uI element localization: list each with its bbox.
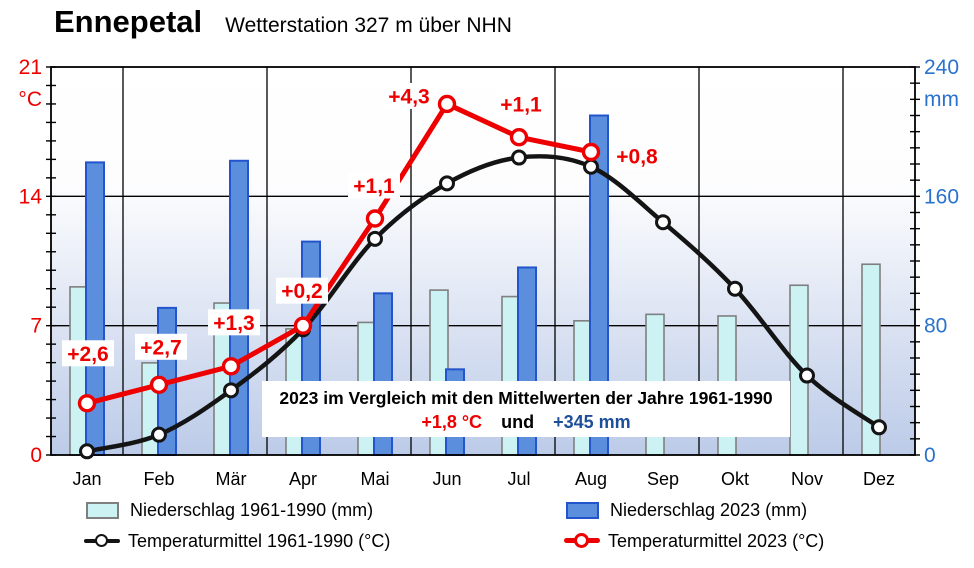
delta-annotation-label: +2,6	[67, 343, 108, 366]
left-axis-label: 14	[19, 185, 43, 208]
month-label: Aug	[575, 469, 607, 489]
temp-1961-1990-point	[871, 419, 887, 436]
temp-1961-1990-point	[799, 367, 815, 384]
temp-2023-point	[293, 316, 313, 335]
delta-annotation-label: +4,3	[388, 85, 429, 108]
month-label: Jun	[432, 469, 461, 489]
left-axis-label: 7	[30, 315, 42, 338]
month-label: Nov	[791, 469, 823, 489]
legend-item-precip-1961-1990: Niederschlag 1961-1990 (mm)	[86, 497, 373, 523]
temp-1961-1990-point	[367, 230, 383, 247]
temp-1961-1990-point	[439, 175, 455, 192]
temp-2023-line-icon	[564, 532, 600, 550]
right-axis-label: 160	[924, 185, 959, 208]
delta-annotation-box	[348, 172, 400, 199]
temp-2023-point	[149, 375, 169, 394]
delta-annotation-box	[135, 333, 187, 360]
temp-2023-point	[77, 394, 97, 413]
legend-label-temp-1961-1990: Temperaturmittel 1961-1990 (°C)	[128, 530, 391, 551]
station-subtitle: Wetterstation 327 m über NHN	[225, 14, 512, 37]
left-axis-label: 21	[19, 56, 42, 79]
precip-delta-value: +345 mm	[553, 412, 631, 432]
infobox-line2: +1,8 °C und +345 mm	[262, 412, 790, 433]
month-label: Dez	[863, 469, 895, 489]
delta-annotation-label: +0,8	[616, 145, 658, 168]
month-label: Feb	[143, 469, 174, 489]
right-axis-label: 240	[924, 56, 959, 79]
temp-2023-point	[221, 357, 241, 376]
legend-label-temp-2023: Temperaturmittel 2023 (°C)	[608, 530, 825, 551]
left-axis-label: 0	[30, 444, 42, 467]
station-title: Ennepetal	[54, 4, 203, 39]
temp-2023-point	[581, 142, 601, 162]
temp-2023-point	[365, 209, 385, 228]
precip-2023-swatch-icon	[566, 501, 599, 519]
temp-1961-1990-point	[511, 149, 527, 166]
precip-1961-1990-swatch-icon	[86, 501, 119, 519]
temp-2023-line	[84, 101, 594, 406]
delta-annotation-box	[208, 309, 260, 336]
delta-annotation-box	[383, 82, 435, 109]
temp-delta-value: +1,8 °C	[421, 412, 483, 432]
temp-1961-1990-point	[223, 382, 239, 399]
left-axis-unit: °C	[18, 88, 42, 111]
temp-1961-1990-point	[79, 443, 95, 460]
precip-2023-bar	[229, 159, 249, 456]
temp-1961-1990-point	[583, 158, 599, 175]
delta-annotation-box	[611, 142, 663, 169]
month-label: Apr	[289, 469, 317, 489]
right-axis-unit: mm	[924, 88, 959, 111]
month-label: Mai	[360, 469, 389, 489]
delta-annotation-label: +0,2	[281, 280, 322, 303]
chart-header: Ennepetal Wetterstation 327 m über NHN	[54, 4, 512, 40]
delta-annotation-label: +1,1	[353, 175, 395, 198]
right-axis-label: 80	[924, 315, 947, 338]
delta-annotation-box	[62, 340, 114, 367]
temp-1961-1990-point	[151, 426, 167, 443]
legend-item-temp-1961-1990: Temperaturmittel 1961-1990 (°C)	[84, 528, 390, 554]
temp-1961-1990-point	[727, 280, 743, 297]
legend-label-precip-2023: Niederschlag 2023 (mm)	[610, 499, 808, 520]
month-label: Sep	[647, 469, 679, 489]
month-label: Okt	[721, 469, 749, 489]
temp-2023-point	[509, 128, 529, 147]
legend-label-precip-1961-1990: Niederschlag 1961-1990 (mm)	[130, 499, 374, 520]
delta-annotation-label: +2,7	[140, 336, 181, 359]
comparison-infobox: 2023 im Vergleich mit den Mittelwerten d…	[262, 381, 790, 437]
infobox-conjunction: und	[501, 412, 535, 432]
temp-1961-1990-point	[655, 214, 671, 231]
temp-2023-point	[437, 94, 457, 114]
legend-item-temp-2023: Temperaturmittel 2023 (°C)	[564, 528, 824, 554]
infobox-line1: 2023 im Vergleich mit den Mittelwerten d…	[279, 388, 773, 408]
right-axis-label: 0	[924, 444, 936, 467]
delta-annotation-label: +1,1	[500, 94, 542, 117]
legend-item-precip-2023: Niederschlag 2023 (mm)	[566, 497, 807, 523]
delta-annotation-box	[276, 277, 328, 304]
month-label: Mär	[216, 469, 247, 489]
month-label: Jul	[507, 469, 530, 489]
month-label: Jan	[72, 469, 101, 489]
delta-annotation-box	[495, 91, 547, 118]
temp-1961-1990-line-icon	[84, 532, 120, 550]
delta-annotation-label: +1,3	[213, 312, 254, 335]
